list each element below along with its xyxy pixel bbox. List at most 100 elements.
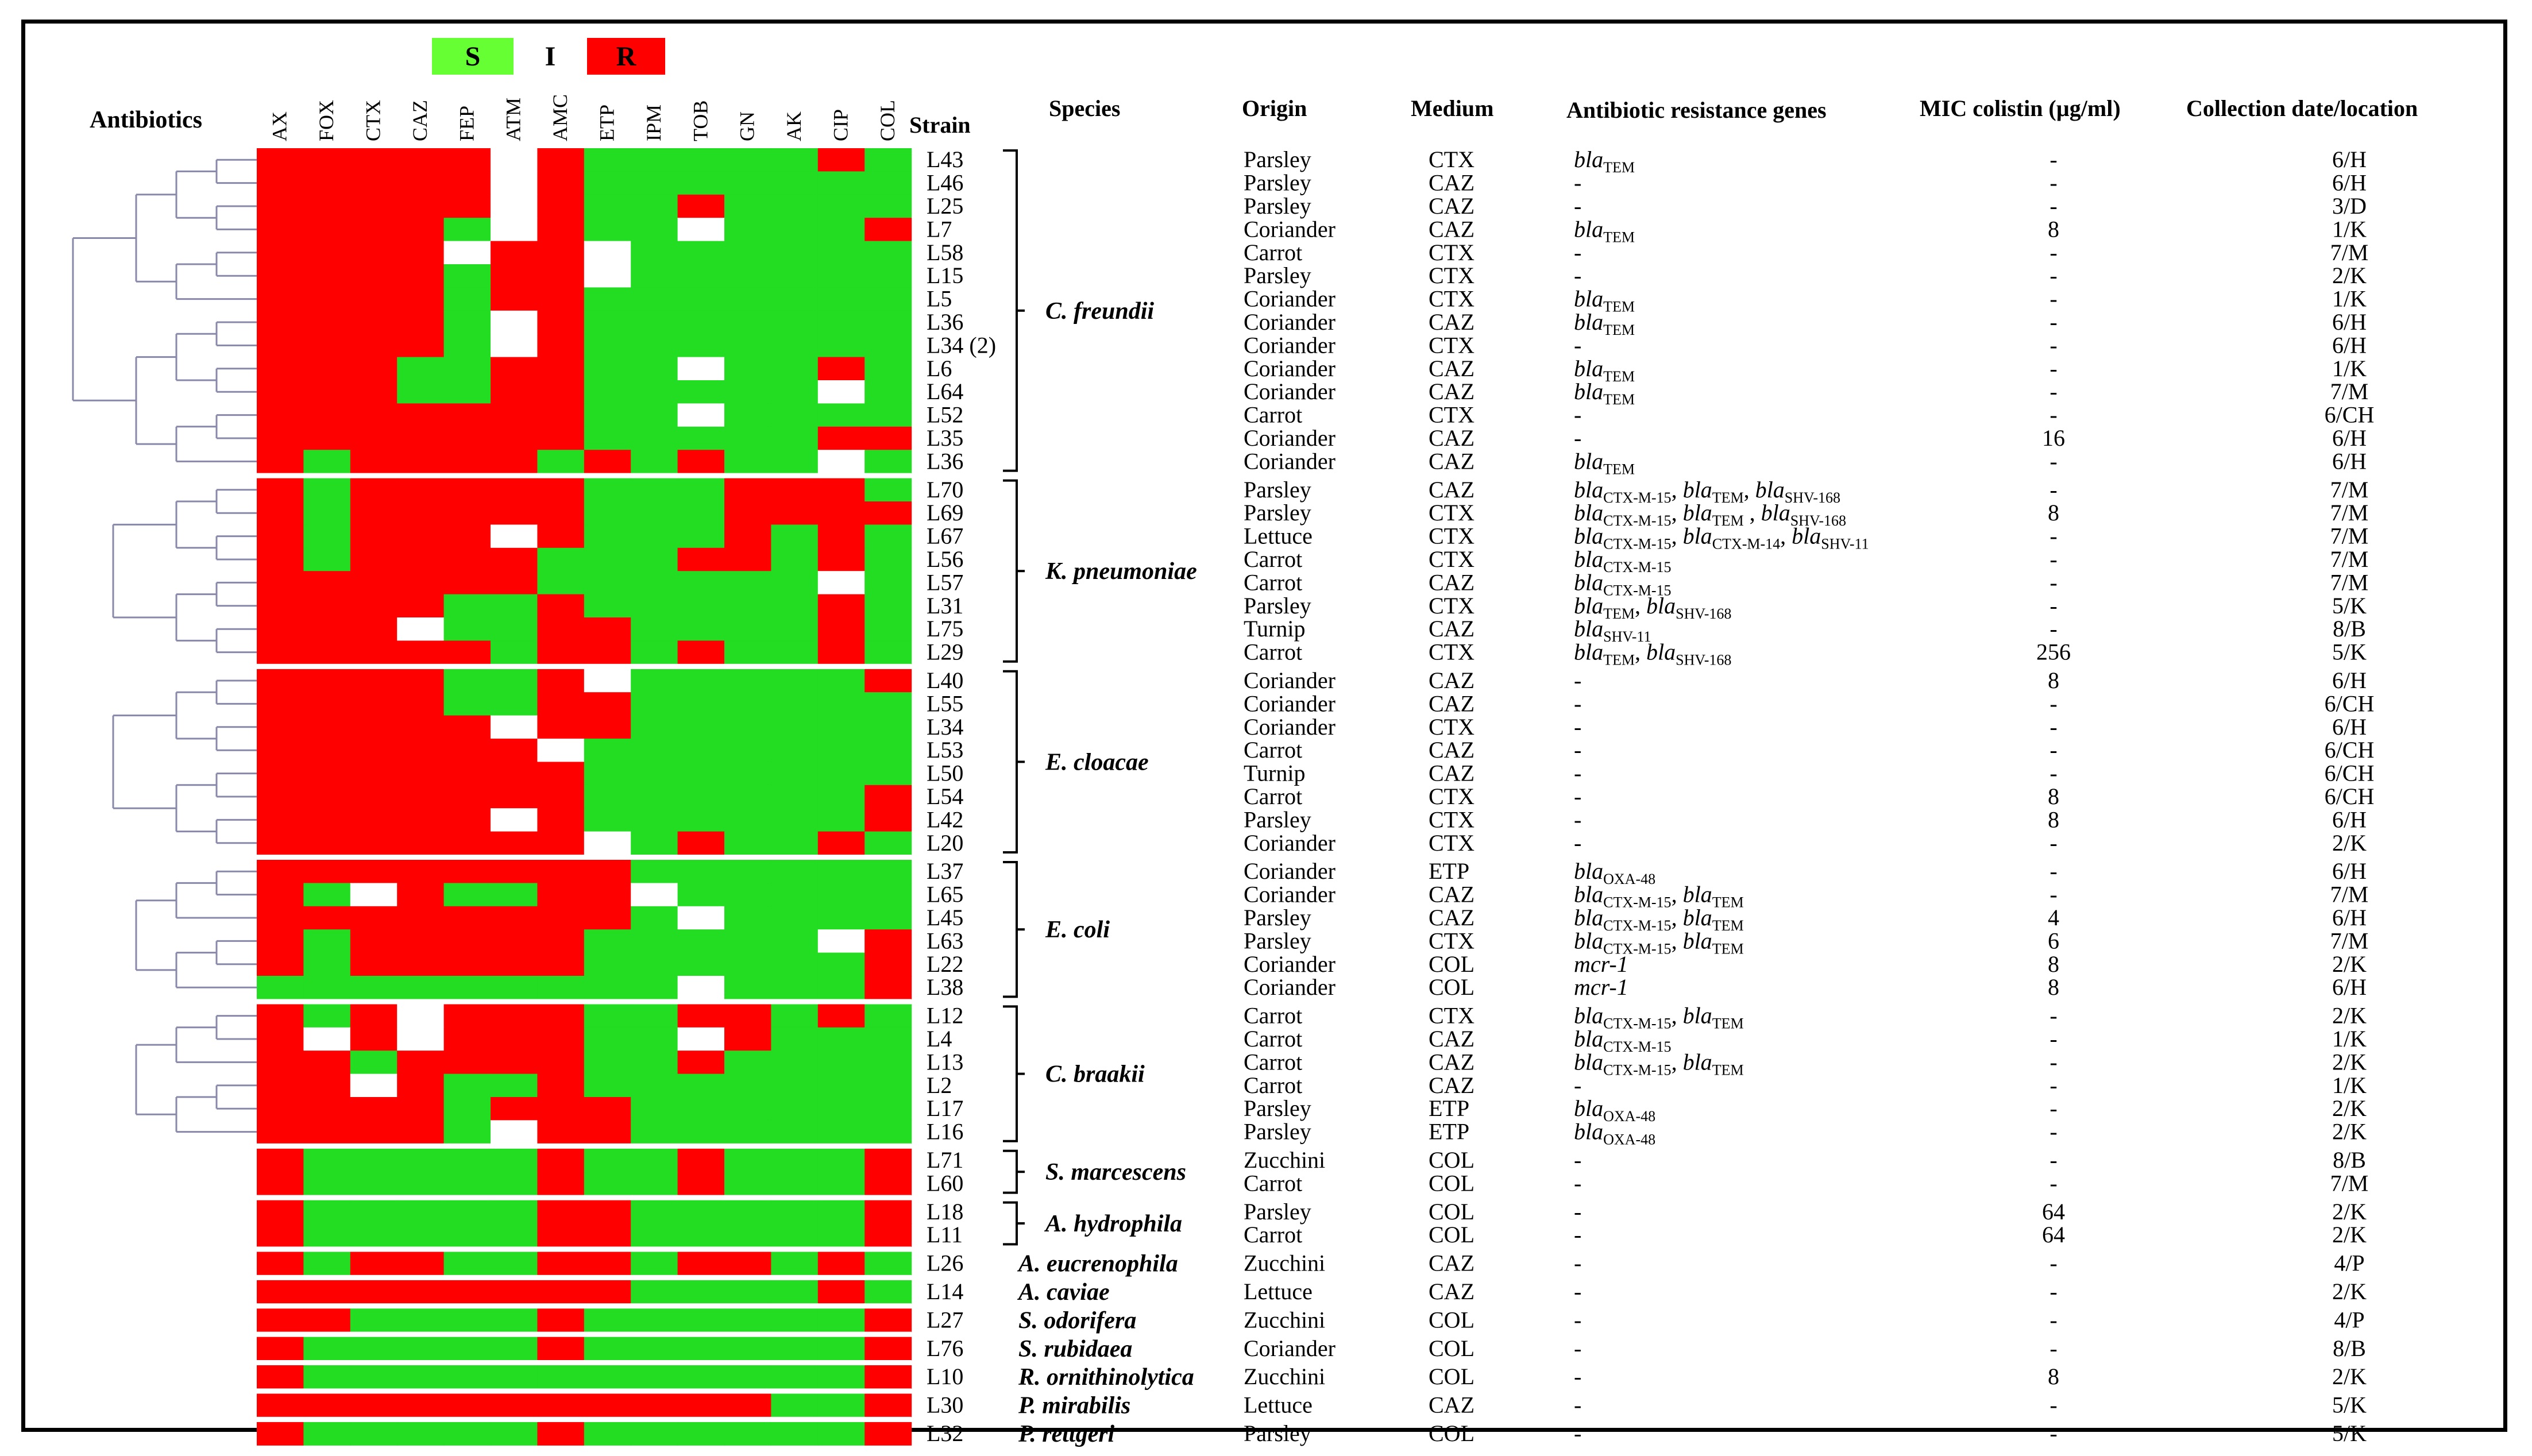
medium-cell: CTX xyxy=(1429,546,1475,572)
heatmap-cell xyxy=(677,501,725,525)
medium-cell: CAZ xyxy=(1429,477,1475,503)
heatmap-cell xyxy=(491,1422,538,1446)
heatmap-cell xyxy=(584,524,631,549)
heatmap-cell xyxy=(350,1004,397,1028)
group-separators xyxy=(257,473,912,1422)
heatmap-cell xyxy=(584,264,631,288)
strain-label: L22 xyxy=(927,951,963,977)
antibiotic-label: AX xyxy=(268,111,291,141)
heatmap-cell xyxy=(397,1308,445,1333)
heatmap-cell xyxy=(724,334,771,358)
collection-cell: 6/H xyxy=(2332,425,2367,451)
heatmap-cell xyxy=(350,1148,397,1172)
heatmap-cell xyxy=(397,1120,445,1144)
heatmap-cell xyxy=(677,547,725,571)
origin-cell: Parsley xyxy=(1244,1420,1311,1446)
mic-cell: - xyxy=(2049,1049,2057,1075)
mic-cell: - xyxy=(2049,830,2057,856)
strain-label: L67 xyxy=(927,523,963,549)
heatmap-cell xyxy=(443,762,491,786)
heatmap-cell xyxy=(817,1365,865,1389)
medium-cell: CAZ xyxy=(1429,448,1475,474)
genes-cell: blaCTX-M-15​, blaTEM​ xyxy=(1574,882,1744,911)
medium-cell: CTX xyxy=(1429,402,1475,428)
collection-cell: 8/B xyxy=(2333,1147,2366,1173)
mic-cell: 16 xyxy=(2042,425,2065,451)
heatmap-cell xyxy=(584,1200,631,1224)
heatmap-cell xyxy=(631,571,678,595)
mic-cell: - xyxy=(2049,1119,2057,1145)
genes-cell: blaCTX-M-15​, blaTEM​ xyxy=(1574,928,1744,957)
heatmap-cell xyxy=(864,1172,912,1196)
heatmap-cell xyxy=(257,1365,304,1389)
origin-cell: Carrot xyxy=(1244,1049,1302,1075)
metadata-table: ParsleyCTXblaTEM​-6/HParsleyCAZ--6/HPars… xyxy=(1244,146,2374,1446)
heatmap-cell xyxy=(397,808,445,832)
heatmap-cell xyxy=(864,426,912,450)
medium-heading: Medium xyxy=(1411,95,1493,121)
heatmap-cell xyxy=(864,334,912,358)
heatmap-cell xyxy=(397,218,445,242)
mic-cell: 6 xyxy=(2048,928,2059,953)
heatmap-cell xyxy=(350,1073,397,1098)
heatmap-cell xyxy=(397,692,445,716)
heatmap-cell xyxy=(537,952,585,976)
heatmap-cell xyxy=(303,952,351,976)
heatmap-cell xyxy=(771,241,819,265)
medium-cell: CAZ xyxy=(1429,356,1475,381)
heatmap-cell xyxy=(491,594,538,618)
origin-cell: Coriander xyxy=(1244,216,1336,242)
heatmap-cell xyxy=(537,906,585,930)
heatmap-cell xyxy=(724,1148,771,1172)
heatmap-cell xyxy=(724,148,771,172)
collection-cell: 6/H xyxy=(2332,667,2367,693)
heatmap-cell xyxy=(303,478,351,502)
genes-cell: - xyxy=(1574,1250,1581,1276)
species-label: A. eucrenophila xyxy=(1017,1251,1178,1277)
collection-cell: 7/M xyxy=(2330,546,2369,572)
heatmap-cell xyxy=(303,929,351,953)
genes-cell: blaCTX-M-15​ xyxy=(1574,1026,1672,1055)
strain-label: L13 xyxy=(927,1049,963,1075)
heatmap-cell xyxy=(257,860,304,883)
heatmap-cell xyxy=(817,1051,865,1075)
heatmap-cell xyxy=(350,264,397,288)
heatmap-cell xyxy=(350,1172,397,1196)
heatmap-cell xyxy=(303,594,351,618)
mic-cell: 8 xyxy=(2048,806,2059,832)
origin-heading: Origin xyxy=(1242,95,1307,121)
heatmap-cell xyxy=(864,1337,912,1361)
heatmap-cell xyxy=(771,1280,819,1304)
collection-cell: 6/H xyxy=(2332,714,2367,740)
heatmap-cell xyxy=(771,617,819,641)
heatmap-cell xyxy=(771,547,819,571)
heatmap-cell xyxy=(257,906,304,930)
heatmap-cell xyxy=(491,1252,538,1276)
heatmap-cell xyxy=(443,403,491,427)
heatmap-cell xyxy=(631,1200,678,1224)
heatmap-cell xyxy=(303,571,351,595)
heatmap-cell xyxy=(537,334,585,358)
heatmap-cell xyxy=(257,357,304,381)
heatmap-cell xyxy=(350,380,397,404)
heatmap-cell xyxy=(677,1252,725,1276)
heatmap-cell xyxy=(771,287,819,311)
collection-cell: 4/P xyxy=(2334,1307,2364,1333)
heatmap-cell xyxy=(443,831,491,855)
heatmap-cell xyxy=(771,524,819,549)
heatmap-cell xyxy=(631,640,678,665)
heatmap-cell xyxy=(350,1051,397,1075)
figure-frame xyxy=(21,20,2507,1432)
strain-label: L10 xyxy=(927,1364,963,1389)
genes-cell: - xyxy=(1574,332,1581,358)
origin-cell: Carrot xyxy=(1244,402,1302,428)
heatmap-cell xyxy=(631,831,678,855)
heatmap-cell xyxy=(677,692,725,716)
heatmap-cell xyxy=(817,1004,865,1028)
heatmap-cell xyxy=(631,1252,678,1276)
strain-label: L70 xyxy=(927,477,963,503)
collection-cell: 1/K xyxy=(2332,286,2367,312)
heatmap-cell xyxy=(443,715,491,739)
heatmap-cell xyxy=(771,1004,819,1028)
heatmap-cell xyxy=(537,524,585,549)
